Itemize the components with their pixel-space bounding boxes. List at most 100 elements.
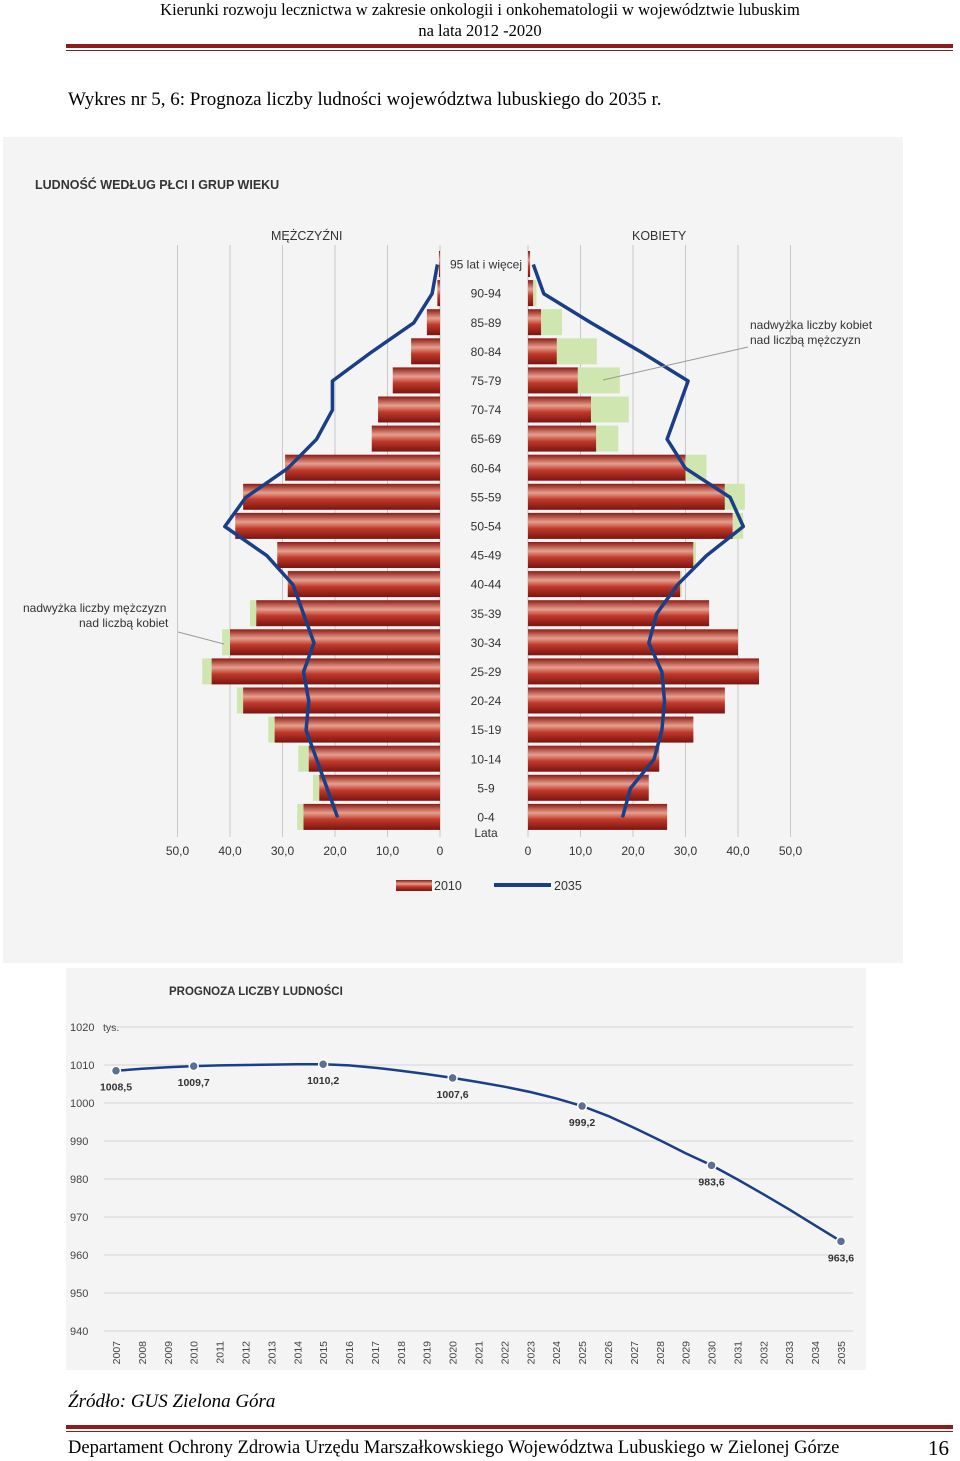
women-2010-bar xyxy=(528,600,710,627)
forecast-point xyxy=(110,1065,122,1076)
men-2010-bar xyxy=(211,658,440,685)
pyramid-background xyxy=(3,137,903,963)
age-group-label: 35-39 xyxy=(471,607,502,621)
men-tick-label: 30,0 xyxy=(271,844,295,858)
forecast-line xyxy=(115,1062,842,1243)
women-2010-bar xyxy=(528,280,534,307)
men-2010-bar xyxy=(308,745,440,772)
forecast-point xyxy=(576,1100,588,1112)
y-tick-label: 960 xyxy=(70,1250,88,1262)
women-surplus-bar xyxy=(533,280,537,307)
x-tick-label: 2020 xyxy=(448,1341,460,1365)
x-tick-label: 2026 xyxy=(603,1341,615,1365)
women-2010-bar xyxy=(528,542,694,568)
men-2010-bar xyxy=(303,803,440,830)
age-group-label: 0-4 xyxy=(477,810,495,824)
men-2010-bar xyxy=(256,600,440,627)
men-tick-label: 20,0 xyxy=(323,844,347,858)
age-axis-lata: Lata xyxy=(474,826,498,840)
women-2010-bar xyxy=(528,571,681,598)
forecast-point xyxy=(188,1060,199,1072)
x-tick-label: 2009 xyxy=(163,1341,175,1365)
women-2010-bar xyxy=(528,629,738,656)
x-tick-label: 2016 xyxy=(344,1341,356,1365)
women-tick-label: 20,0 xyxy=(621,844,645,858)
age-group-label: 50-54 xyxy=(471,519,502,533)
x-tick-label: 2027 xyxy=(629,1341,641,1365)
annotation-women-surplus-2: nad liczbą mężczyzn xyxy=(750,333,861,347)
forecast-value-label: 1008,5 xyxy=(100,1082,132,1094)
age-group-label: 90-94 xyxy=(471,287,502,301)
women-2035-line xyxy=(531,263,746,818)
page-number: 16 xyxy=(928,1436,949,1460)
header-rule-thin xyxy=(66,50,953,51)
header-rule xyxy=(66,44,953,48)
x-tick-label: 2033 xyxy=(784,1341,796,1365)
women-surplus-bar xyxy=(680,571,682,598)
x-tick-label: 2011 xyxy=(215,1341,227,1364)
legend-2010-swatch xyxy=(396,880,432,891)
women-2010-bar xyxy=(528,251,531,277)
age-group-label: 95 lat i więcej xyxy=(450,258,522,272)
x-tick-label: 2021 xyxy=(474,1341,486,1365)
men-surplus-bar xyxy=(312,774,320,801)
men-2010-bar xyxy=(230,629,440,656)
x-tick-label: 2030 xyxy=(707,1341,719,1365)
x-tick-label: 2035 xyxy=(836,1341,848,1365)
men-surplus-bar xyxy=(249,600,257,627)
age-group-label: 15-19 xyxy=(471,723,502,737)
men-tick-label: 10,0 xyxy=(376,844,400,858)
men-surplus-bar xyxy=(268,716,275,743)
age-group-label: 25-29 xyxy=(471,665,502,679)
x-tick-label: 2008 xyxy=(137,1341,149,1365)
men-2010-bar xyxy=(392,367,440,394)
population-forecast-chart: PROGNOZA LICZBY LUDNOŚCI 1020 1010 1000 990… xyxy=(66,968,866,1370)
forecast-point xyxy=(835,1236,847,1247)
x-tick-label: 2012 xyxy=(240,1341,252,1365)
annotation-women-pointer xyxy=(602,346,749,381)
footer-text: Departament Ochrony Zdrowia Urzędu Marsz… xyxy=(68,1438,840,1458)
x-tick-label: 2018 xyxy=(396,1341,408,1365)
x-tick-label: 2025 xyxy=(577,1341,589,1365)
age-group-label: 20-24 xyxy=(471,694,502,708)
women-surplus-bar xyxy=(724,483,745,510)
men-2010-bar xyxy=(378,396,440,423)
women-surplus-bar xyxy=(556,338,597,365)
x-tick-label: 2029 xyxy=(681,1341,693,1365)
men-2010-bar xyxy=(285,454,440,481)
women-2010-bar xyxy=(528,687,725,714)
men-2010-bar xyxy=(426,309,440,336)
men-2010-bar xyxy=(319,774,440,801)
age-group-label: 55-59 xyxy=(471,490,502,504)
age-group-label: 80-84 xyxy=(471,345,502,359)
y-tick-label: 1010 xyxy=(70,1060,94,1072)
x-tick-label: 2023 xyxy=(525,1341,537,1365)
y-tick-label: 940 xyxy=(70,1326,88,1338)
forecast-value-label: 999,2 xyxy=(569,1117,595,1129)
x-tick-label: 2034 xyxy=(810,1341,822,1365)
y-tick-label: 1000 xyxy=(70,1098,94,1110)
annotation-men-surplus-2: nad liczbą kobiet xyxy=(79,616,169,630)
x-tick-label: 2007 xyxy=(111,1341,123,1365)
forecast-point xyxy=(706,1160,717,1171)
age-group-label: 30-34 xyxy=(471,636,502,650)
women-surplus-bar xyxy=(732,512,744,539)
header-line-2: na lata 2012 -2020 xyxy=(418,21,542,40)
age-group-label: 70-74 xyxy=(471,403,502,417)
legend-2035-label: 2035 xyxy=(554,879,582,893)
men-2010-bar xyxy=(437,280,440,307)
y-tick-label: 970 xyxy=(70,1212,88,1224)
age-group-label: 75-79 xyxy=(471,374,502,388)
women-surplus-bar xyxy=(577,367,620,394)
women-tick-label: 40,0 xyxy=(726,844,750,858)
annotation-men-surplus: nadwyżka liczby mężczyzn xyxy=(23,601,166,615)
women-2010-bar xyxy=(528,658,759,685)
x-tick-label: 2015 xyxy=(318,1341,330,1365)
age-group-label: 10-14 xyxy=(471,752,502,766)
annotation-women-surplus: nadwyżka liczby kobiet xyxy=(750,318,873,332)
x-tick-label: 2028 xyxy=(655,1341,667,1365)
women-2010-bar xyxy=(528,425,597,452)
men-label: MĘŻCZYŹNI xyxy=(271,228,343,243)
y-tick-label: 950 xyxy=(70,1288,88,1300)
y-tick-label: 980 xyxy=(70,1174,88,1186)
